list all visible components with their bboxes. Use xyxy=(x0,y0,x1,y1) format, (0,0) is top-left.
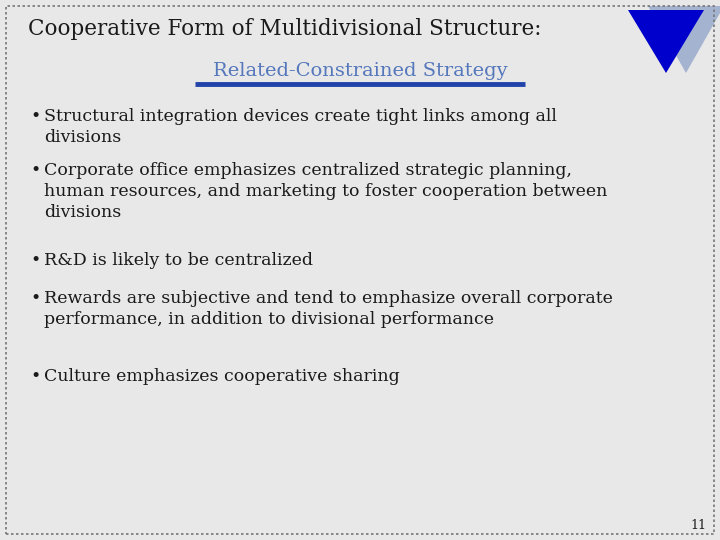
Text: Corporate office emphasizes centralized strategic planning,
human resources, and: Corporate office emphasizes centralized … xyxy=(44,162,608,221)
Text: Cooperative Form of Multidivisional Structure:: Cooperative Form of Multidivisional Stru… xyxy=(28,18,541,40)
Polygon shape xyxy=(628,10,704,73)
Text: •: • xyxy=(30,108,40,125)
Text: Structural integration devices create tight links among all
divisions: Structural integration devices create ti… xyxy=(44,108,557,146)
Text: •: • xyxy=(30,252,40,269)
Text: 11: 11 xyxy=(690,519,706,532)
Text: •: • xyxy=(30,162,40,179)
Text: Culture emphasizes cooperative sharing: Culture emphasizes cooperative sharing xyxy=(44,368,400,385)
Text: Related-Constrained Strategy: Related-Constrained Strategy xyxy=(212,62,508,80)
Text: •: • xyxy=(30,290,40,307)
Text: R&D is likely to be centralized: R&D is likely to be centralized xyxy=(44,252,313,269)
Text: Rewards are subjective and tend to emphasize overall corporate
performance, in a: Rewards are subjective and tend to empha… xyxy=(44,290,613,328)
Polygon shape xyxy=(648,6,720,73)
Text: •: • xyxy=(30,368,40,385)
